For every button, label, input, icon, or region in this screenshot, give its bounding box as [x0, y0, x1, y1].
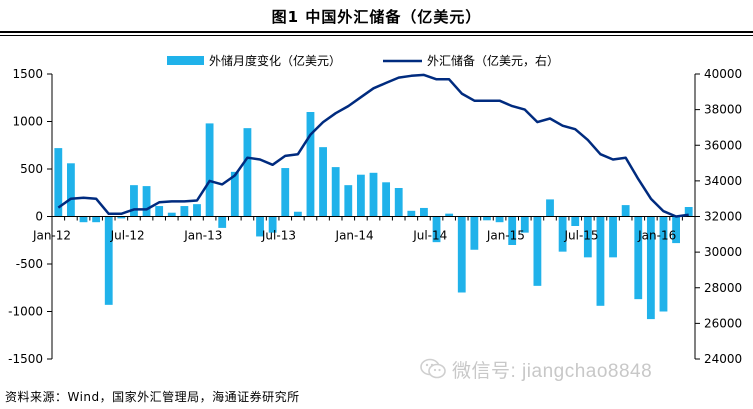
right-tick-label: 26000	[704, 316, 742, 330]
x-tick-label: Jan-16	[637, 229, 676, 243]
bar	[79, 216, 88, 223]
bar	[470, 216, 479, 250]
right-tick-label: 34000	[704, 174, 742, 188]
bar	[67, 163, 75, 217]
bar	[369, 172, 378, 217]
bar	[508, 216, 517, 245]
bar	[293, 211, 302, 217]
bar	[155, 206, 164, 217]
bar	[546, 199, 554, 217]
bar	[230, 171, 239, 217]
bar	[445, 213, 454, 217]
left-tick-label: 500	[20, 162, 43, 176]
left-tick-label: 1000	[12, 115, 43, 129]
bar	[142, 186, 151, 217]
bar	[319, 147, 327, 217]
bar	[596, 216, 605, 306]
bar	[117, 216, 126, 219]
chart-title: 图1 中国外汇储备（亿美元）	[271, 8, 482, 26]
series-line-reserves	[57, 73, 689, 218]
wechat-icon	[420, 358, 446, 386]
bar	[243, 128, 252, 217]
bar	[659, 216, 668, 312]
bar	[54, 148, 63, 217]
bar	[180, 206, 189, 217]
bar	[407, 210, 416, 217]
bar	[457, 216, 466, 293]
right-tick-label: 40000	[704, 67, 742, 81]
bar	[432, 216, 441, 243]
bar	[382, 182, 391, 217]
bar	[646, 216, 655, 320]
bar	[167, 212, 176, 217]
bar	[420, 207, 428, 217]
title-rule-bottom	[0, 35, 753, 36]
watermark-text: 微信号: jiangchao8848	[452, 361, 653, 382]
x-tick-label: Jul-13	[261, 229, 296, 243]
right-tick-label: 38000	[704, 103, 742, 117]
watermark: 微信号: jiangchao8848	[420, 356, 652, 386]
left-tick-label: -500	[16, 257, 43, 271]
left-tick-label: 1500	[12, 67, 43, 81]
x-tick-label: Jan-14	[335, 229, 374, 243]
title-rule-top	[0, 31, 753, 33]
bar	[495, 216, 504, 223]
x-tick-label: Jan-15	[486, 229, 525, 243]
bar	[621, 205, 630, 217]
source-note: 资料来源：Wind，国家外汇管理局，海通证券研究所	[5, 390, 300, 404]
bar	[634, 216, 643, 300]
bar	[256, 216, 264, 237]
left-tick-label: -1500	[8, 352, 43, 366]
left-tick-label: -1000	[8, 305, 43, 319]
bar	[92, 216, 101, 223]
bar	[205, 123, 214, 217]
x-tick-label: Jan-12	[32, 229, 71, 243]
bar	[130, 185, 138, 217]
bar	[672, 216, 680, 244]
bar	[344, 185, 353, 217]
bar	[520, 216, 529, 233]
bar	[331, 167, 340, 217]
right-tick-label: 28000	[704, 281, 742, 295]
right-tick-label: 30000	[704, 245, 742, 259]
bar	[571, 216, 580, 226]
bar	[483, 216, 491, 221]
legend-label-bar: 外储月度变化（亿美元）	[209, 53, 341, 68]
x-tick-label: Jul-14	[412, 229, 447, 243]
bar	[193, 204, 201, 217]
bar	[609, 216, 617, 258]
bar	[394, 188, 403, 217]
bar	[558, 216, 567, 252]
x-tick-label: Jul-12	[110, 229, 145, 243]
legend-swatch-bar	[167, 56, 204, 65]
x-tick-label: Jan-13	[183, 229, 222, 243]
bar	[684, 207, 693, 217]
bar	[281, 168, 290, 217]
left-tick-label: 0	[35, 210, 43, 224]
legend-label-line: 外汇储备（亿美元，右）	[427, 53, 559, 68]
right-tick-label: 24000	[704, 352, 742, 366]
bar	[306, 112, 315, 217]
right-tick-label: 32000	[704, 210, 742, 224]
bar	[218, 216, 227, 228]
x-tick-label: Jul-15	[563, 229, 598, 243]
bar	[583, 216, 592, 258]
bar	[268, 216, 277, 233]
right-tick-label: 36000	[704, 138, 742, 152]
bar	[104, 216, 113, 305]
bar	[356, 174, 365, 217]
bar	[533, 216, 542, 286]
